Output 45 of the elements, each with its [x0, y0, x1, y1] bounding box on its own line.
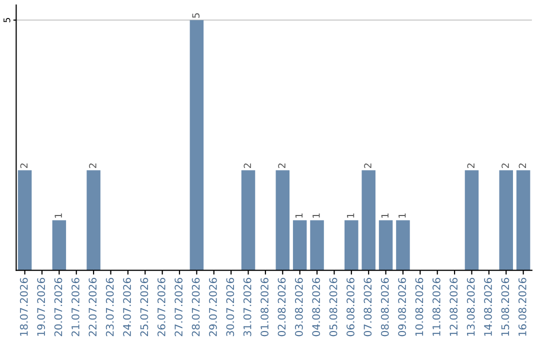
x-tick-label: 30.07.2026 — [226, 278, 234, 336]
x-tick-label: 18.07.2026 — [20, 278, 28, 336]
x-tick-label: 08.08.2026 — [380, 278, 389, 336]
x-tick-label: 07.08.2026 — [364, 278, 372, 336]
x-tick-label: 10.08.2026 — [415, 278, 424, 336]
x-tick-label: 24.07.2026 — [123, 278, 131, 336]
data-label: 2 — [20, 164, 28, 168]
x-tick-label: 19.07.2026 — [37, 278, 46, 336]
data-label: 2 — [89, 164, 96, 168]
x-tick-label: 23.07.2026 — [106, 278, 114, 336]
x-tick-label: 29.07.2026 — [209, 278, 217, 336]
x-tick-label: 05.08.2026 — [329, 278, 338, 336]
x-tick-label: 21.07.2026 — [72, 278, 80, 336]
data-label: 2 — [278, 164, 286, 168]
data-label: 2 — [244, 164, 251, 168]
data-label: 1 — [347, 213, 354, 218]
data-label: 2 — [518, 164, 526, 168]
x-tick-label: 31.07.2026 — [243, 278, 252, 336]
data-label: 1 — [295, 213, 303, 218]
x-tick-label: 26.07.2026 — [157, 278, 166, 336]
x-tick-label: 11.08.2026 — [432, 278, 440, 336]
data-label: 2 — [467, 164, 474, 168]
x-tick-label: 14.08.2026 — [484, 278, 492, 336]
data-label: 1 — [398, 213, 406, 218]
x-tick-label: 09.08.2026 — [398, 278, 406, 336]
data-label: 5 — [192, 13, 200, 18]
x-tick-label: 04.08.2026 — [312, 278, 320, 336]
x-tick-label: 25.07.2026 — [140, 278, 148, 336]
x-tick-label: 06.08.2026 — [346, 278, 354, 336]
x-tick-label: 16.08.2026 — [518, 278, 526, 336]
data-label: 2 — [502, 164, 509, 168]
x-tick-label: 02.08.2026 — [278, 278, 286, 336]
x-tick-label: 28.07.2026 — [192, 278, 200, 336]
x-tick-label: 03.08.2026 — [294, 278, 303, 336]
data-label: 1 — [312, 213, 320, 218]
data-label: 1 — [54, 213, 62, 218]
x-tick-label: 27.07.2026 — [174, 278, 183, 336]
data-label: 1 — [381, 213, 388, 218]
x-tick-label: 20.07.2026 — [54, 278, 62, 336]
x-tick-label: 12.08.2026 — [450, 278, 458, 336]
data-label: 2 — [364, 164, 372, 168]
x-tick-label: 22.07.2026 — [88, 278, 97, 336]
x-tick-label: 15.08.2026 — [501, 278, 510, 336]
x-tick-label: 01.08.2026 — [260, 278, 268, 336]
x-tick-label: 13.08.2026 — [466, 278, 475, 336]
